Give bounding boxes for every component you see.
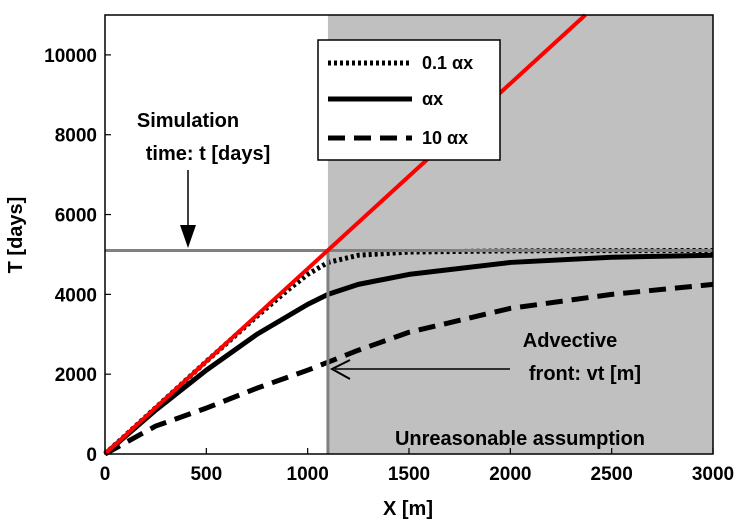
legend-label-0: 0.1 αx [422, 53, 473, 73]
x-tick-label: 1500 [388, 464, 430, 485]
y-tick-label: 0 [86, 445, 97, 466]
advective-red-line [103, 13, 587, 456]
legend-label-1: αx [422, 89, 443, 109]
y-axis-label: T [days] [5, 197, 27, 274]
y-tick-label: 4000 [55, 285, 97, 306]
x-tick-label: 2000 [489, 464, 531, 485]
plot-frame [104, 14, 714, 455]
sim-annotation-line2: time: t [days] [146, 143, 270, 165]
x-tick-label: 3000 [692, 464, 734, 485]
x-axis-label: X [m] [383, 498, 433, 520]
y-tick-label: 6000 [55, 206, 97, 227]
x-tick-label: 1000 [287, 464, 329, 485]
adv-annotation-line1: Advective [523, 330, 618, 352]
legend-label-2: 10 αx [422, 128, 468, 148]
x-tick-label: 500 [190, 464, 222, 485]
y-tick-label: 10000 [44, 46, 97, 67]
y-tick-label: 2000 [55, 365, 97, 386]
adv-annotation-line2: front: vt [m] [529, 363, 641, 385]
x-tick-label: 2500 [591, 464, 633, 485]
legend: 0.1 αx αx 10 αx [317, 39, 501, 161]
sim-arrowhead-icon [180, 225, 196, 248]
x-tick-label: 0 [100, 464, 111, 485]
region-label: Unreasonable assumption [395, 428, 645, 450]
y-tick-label: 8000 [55, 126, 97, 147]
sim-annotation-line1: Simulation [137, 110, 239, 132]
adv-arrowhead-icon [329, 359, 351, 380]
